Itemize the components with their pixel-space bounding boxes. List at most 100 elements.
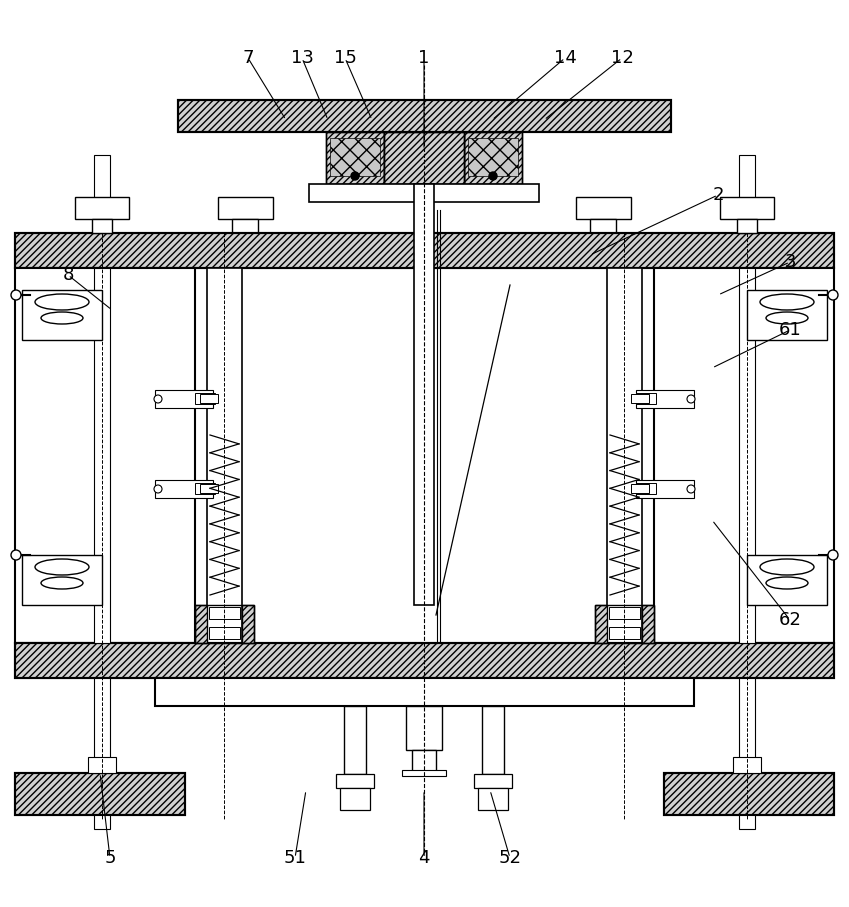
Text: 15: 15 bbox=[334, 49, 357, 67]
Bar bbox=[747, 290, 827, 340]
Ellipse shape bbox=[766, 312, 808, 324]
Bar bbox=[330, 138, 380, 176]
Ellipse shape bbox=[35, 559, 89, 575]
Bar bbox=[75, 197, 129, 219]
Bar bbox=[609, 627, 640, 639]
Circle shape bbox=[11, 550, 21, 560]
Text: 62: 62 bbox=[779, 611, 801, 629]
Text: 4: 4 bbox=[419, 849, 430, 867]
Bar bbox=[636, 480, 694, 498]
Bar bbox=[22, 290, 102, 340]
Bar bbox=[636, 483, 656, 494]
Circle shape bbox=[828, 550, 838, 560]
Bar bbox=[474, 774, 512, 788]
Bar bbox=[739, 155, 755, 233]
Circle shape bbox=[154, 395, 162, 403]
Bar bbox=[209, 607, 240, 619]
Bar bbox=[590, 219, 616, 233]
Ellipse shape bbox=[35, 294, 89, 310]
Circle shape bbox=[828, 290, 838, 300]
Bar bbox=[739, 815, 755, 829]
Bar bbox=[636, 390, 694, 408]
Bar bbox=[631, 484, 649, 493]
Bar bbox=[384, 132, 464, 184]
Text: 51: 51 bbox=[284, 849, 306, 867]
Ellipse shape bbox=[760, 294, 814, 310]
Bar bbox=[747, 555, 827, 605]
Bar bbox=[739, 268, 755, 643]
Bar bbox=[464, 132, 522, 184]
Bar bbox=[595, 605, 607, 643]
Bar bbox=[178, 100, 671, 132]
Bar bbox=[22, 555, 102, 605]
Text: 7: 7 bbox=[242, 49, 254, 67]
Bar bbox=[242, 605, 254, 643]
Ellipse shape bbox=[766, 577, 808, 589]
Bar bbox=[595, 605, 654, 643]
Text: 14: 14 bbox=[554, 49, 576, 67]
Text: 12: 12 bbox=[610, 49, 633, 67]
Bar bbox=[720, 197, 774, 219]
Bar bbox=[92, 219, 112, 233]
Bar bbox=[636, 393, 656, 404]
Bar bbox=[406, 706, 442, 750]
Bar bbox=[94, 155, 110, 233]
Text: 3: 3 bbox=[784, 253, 796, 271]
Circle shape bbox=[687, 485, 695, 493]
Circle shape bbox=[489, 172, 497, 180]
Bar bbox=[664, 773, 834, 815]
Bar bbox=[155, 480, 213, 498]
Bar bbox=[195, 393, 215, 404]
Bar bbox=[737, 219, 757, 233]
Bar bbox=[94, 678, 110, 773]
Bar bbox=[15, 773, 185, 815]
Bar bbox=[232, 219, 258, 233]
Text: 52: 52 bbox=[498, 849, 521, 867]
Bar bbox=[155, 678, 694, 706]
Circle shape bbox=[687, 395, 695, 403]
Bar bbox=[195, 483, 215, 494]
Bar bbox=[15, 233, 834, 268]
Bar bbox=[739, 678, 755, 773]
Text: 1: 1 bbox=[419, 49, 430, 67]
Bar bbox=[642, 605, 654, 643]
Bar bbox=[414, 184, 434, 605]
Bar bbox=[576, 197, 631, 219]
Bar bbox=[15, 268, 195, 643]
Bar bbox=[402, 770, 446, 776]
Ellipse shape bbox=[41, 312, 83, 324]
Ellipse shape bbox=[41, 577, 83, 589]
Circle shape bbox=[351, 172, 359, 180]
Bar bbox=[609, 607, 640, 619]
Text: 2: 2 bbox=[712, 186, 723, 204]
Bar bbox=[15, 233, 834, 268]
Bar bbox=[336, 774, 374, 788]
Circle shape bbox=[11, 290, 21, 300]
Bar bbox=[654, 268, 834, 643]
Text: 61: 61 bbox=[779, 321, 801, 339]
Bar bbox=[207, 268, 242, 643]
Bar bbox=[195, 605, 207, 643]
Bar bbox=[340, 788, 370, 810]
Bar bbox=[15, 643, 834, 678]
Bar bbox=[607, 268, 642, 643]
Bar bbox=[178, 100, 671, 132]
Ellipse shape bbox=[760, 559, 814, 575]
Text: 8: 8 bbox=[62, 266, 74, 284]
Bar bbox=[464, 132, 522, 184]
Bar bbox=[88, 757, 116, 773]
Text: 5: 5 bbox=[104, 849, 115, 867]
Bar bbox=[15, 773, 185, 815]
Bar bbox=[384, 132, 464, 184]
Bar bbox=[200, 484, 218, 493]
Bar bbox=[195, 605, 254, 643]
Bar bbox=[155, 390, 213, 408]
Bar bbox=[478, 788, 508, 810]
Text: 13: 13 bbox=[290, 49, 313, 67]
Bar bbox=[200, 394, 218, 403]
Bar bbox=[209, 627, 240, 639]
Bar bbox=[412, 750, 436, 772]
Bar bbox=[482, 706, 504, 774]
Bar bbox=[664, 773, 834, 815]
Bar bbox=[344, 706, 366, 774]
